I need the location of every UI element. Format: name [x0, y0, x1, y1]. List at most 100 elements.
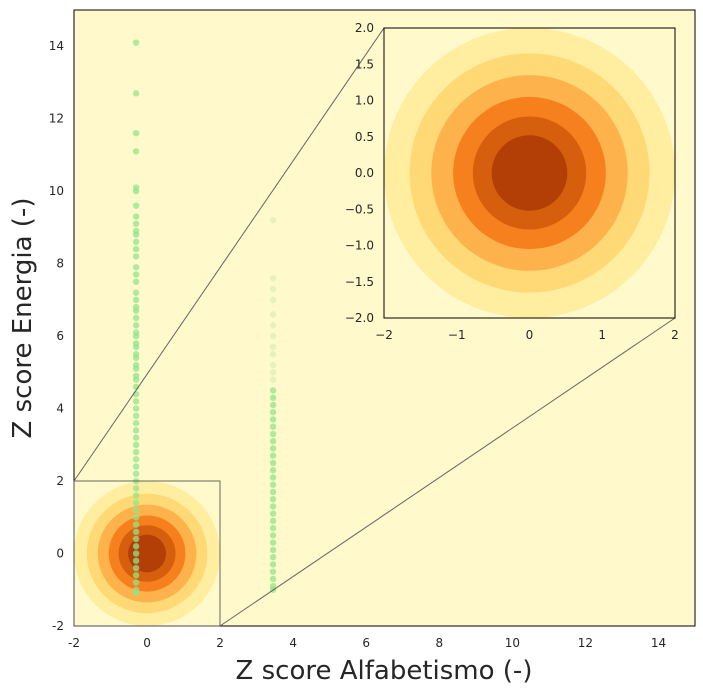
x-tick-label: 10 — [505, 636, 520, 650]
scatter-point — [269, 503, 277, 510]
y-axis-label: Z score Energia (-) — [8, 198, 38, 439]
scatter-point — [132, 485, 140, 492]
inset-contour-group — [384, 28, 675, 318]
scatter-point — [269, 296, 277, 304]
scatter-point — [269, 532, 277, 539]
scatter-point — [132, 271, 140, 278]
scatter-point — [132, 463, 140, 470]
scatter-point — [269, 311, 277, 318]
scatter-point — [132, 590, 140, 597]
x-tick-label: 12 — [578, 636, 593, 650]
scatter-point — [132, 579, 140, 586]
scatter-point — [269, 376, 277, 383]
scatter-point — [132, 314, 140, 322]
scatter-point — [269, 553, 277, 561]
main-contour-group — [74, 481, 221, 626]
scatter-point — [269, 546, 277, 554]
main-y-ticks: -2 0 2 4 6 8 10 12 14 — [49, 39, 64, 633]
y-tick-label: -2 — [52, 619, 64, 633]
scatter-point — [132, 564, 140, 572]
scatter-point — [132, 441, 140, 449]
inset-frame — [383, 27, 676, 319]
inset-y-tick-label: 0.0 — [355, 166, 374, 180]
main-x-ticks: -2 0 2 4 6 8 10 12 14 — [68, 636, 666, 650]
scatter-point — [132, 448, 140, 456]
y-tick-label: 14 — [49, 39, 64, 53]
scatter-point — [269, 459, 277, 467]
scatter-point — [132, 521, 140, 528]
scatter-point — [269, 351, 277, 358]
scatter-point — [132, 376, 140, 383]
scatter-point — [132, 506, 140, 514]
scatter-point — [132, 90, 140, 97]
scatter-point — [269, 445, 277, 452]
zoom-indicator — [73, 27, 676, 627]
scatter-group — [132, 39, 277, 597]
inset-x-tick-label: −2 — [375, 328, 393, 342]
scatter-point — [269, 394, 277, 401]
scatter-point — [269, 539, 277, 546]
scatter-point — [132, 365, 140, 372]
scatter-point — [132, 470, 140, 478]
scatter-point — [269, 575, 277, 583]
scatter-point — [132, 434, 140, 441]
scatter-point — [269, 343, 277, 351]
inset-y-tick-label: −2.0 — [345, 311, 374, 325]
scatter-point — [132, 238, 140, 246]
scatter-point — [132, 550, 140, 557]
inset-y-tick-label: 0.5 — [355, 130, 374, 144]
inset-contour-level-6 — [491, 135, 568, 211]
scatter-point — [132, 535, 140, 543]
inset-y-tick-label: 1.5 — [355, 57, 374, 71]
scatter-point — [269, 401, 277, 409]
y-tick-label: 4 — [56, 402, 64, 416]
scatter-point — [132, 419, 140, 427]
scatter-point — [132, 398, 140, 405]
scatter-point — [132, 557, 140, 564]
scatter-point — [269, 274, 277, 282]
scatter-point — [269, 568, 277, 575]
inset-y-tick-label: −1.5 — [345, 275, 374, 289]
inset-x-tick-label: 2 — [671, 328, 679, 342]
scatter-point — [132, 220, 140, 227]
x-tick-label: 6 — [362, 636, 370, 650]
scatter-point — [269, 481, 277, 488]
scatter-point — [132, 130, 140, 137]
y-tick-label: 8 — [56, 257, 64, 271]
scatter-point — [269, 510, 277, 517]
scatter-point — [269, 322, 277, 329]
scatter-point — [269, 452, 277, 459]
scatter-point — [132, 278, 140, 285]
scatter-point — [132, 514, 140, 521]
scatter-point — [132, 343, 140, 351]
zoom-connector-top — [73, 27, 385, 482]
x-tick-label: 0 — [143, 636, 151, 650]
scatter-point — [132, 264, 140, 271]
inset-y-tick-label: 1.0 — [355, 94, 374, 108]
inset-y-ticks: −2.0 −1.5 −1.0 −0.5 0.0 0.5 1.0 1.5 2.0 — [345, 21, 374, 325]
scatter-point — [132, 39, 140, 46]
y-tick-label: 12 — [49, 112, 64, 126]
scatter-point — [269, 561, 277, 568]
x-tick-label: -2 — [68, 636, 80, 650]
scatter-point — [269, 285, 277, 293]
scatter-point — [269, 387, 277, 394]
x-tick-label: 4 — [289, 636, 297, 650]
inset-x-ticks: −2 −1 0 1 2 — [375, 328, 679, 342]
scatter-point — [269, 517, 277, 525]
x-axis-label: Z score Alfabetismo (-) — [236, 656, 533, 686]
scatter-point — [269, 216, 277, 224]
zoom-box — [73, 480, 221, 627]
scatter-point — [132, 202, 140, 209]
inset-x-tick-label: 1 — [598, 328, 606, 342]
scatter-point — [132, 543, 140, 550]
scatter-point — [132, 148, 140, 155]
scatter-point — [269, 474, 277, 481]
scatter-point — [132, 253, 140, 260]
scatter-point — [269, 495, 277, 503]
inset-y-tick-label: −1.0 — [345, 239, 374, 253]
scatter-point — [269, 361, 277, 369]
scatter-point — [132, 245, 140, 253]
scatter-point — [132, 528, 140, 535]
scatter-point — [269, 416, 277, 423]
